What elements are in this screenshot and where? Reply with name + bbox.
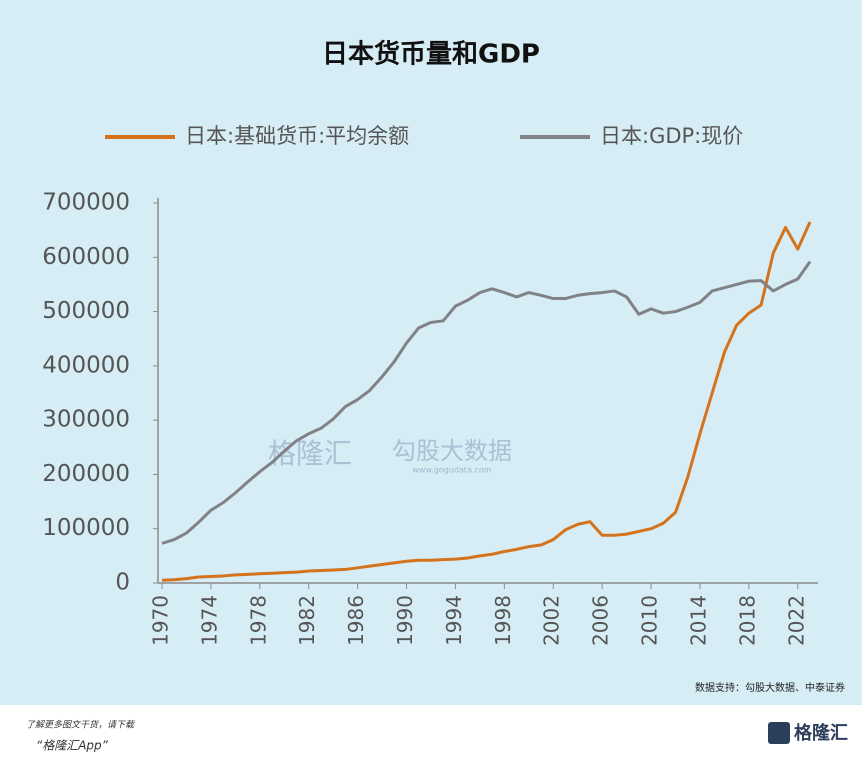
footer-text: 了解更多图文干货，请下载 (26, 720, 135, 731)
x-tick-label: 2006 (589, 595, 613, 646)
x-tick-label: 1982 (295, 595, 319, 646)
y-tick-label: 400000 (42, 352, 130, 378)
y-tick-label: 200000 (42, 461, 130, 487)
x-tick-label: 1986 (344, 595, 368, 646)
y-tick-label: 600000 (42, 244, 130, 270)
chart-title: 日本货币量和GDP (322, 39, 540, 70)
source: 数据支持：勾股大数据、中泰证券 (695, 681, 845, 694)
legend-label: 日本:GDP:现价 (600, 124, 743, 148)
x-tick-label: 2002 (540, 595, 564, 646)
x-tick-label: 1970 (149, 595, 173, 646)
x-tick-label: 1998 (491, 595, 515, 646)
y-tick-label: 500000 (42, 298, 130, 324)
x-tick-label: 1990 (393, 595, 417, 646)
x-tick-label: 2014 (686, 595, 710, 646)
x-tick-label: 2010 (638, 595, 662, 646)
logo-icon (768, 722, 790, 744)
x-tick-label: 2018 (735, 595, 759, 646)
y-tick-label: 100000 (42, 515, 130, 541)
y-tick-label: 0 (115, 570, 130, 596)
series-line (161, 260, 812, 545)
x-tick-label: 1974 (197, 595, 221, 646)
y-tick-label: 300000 (42, 407, 130, 433)
x-tick-label: 2022 (784, 595, 808, 646)
background (0, 0, 862, 705)
watermark: www.gogudata.com (412, 466, 491, 475)
footer-text: “格隆汇App” (36, 739, 109, 753)
x-tick-label: 1978 (246, 595, 270, 646)
watermark: 勾股大数据 (392, 437, 512, 465)
legend-label: 日本:基础货币:平均余额 (185, 124, 409, 148)
series-line (161, 221, 812, 582)
x-tick-label: 1994 (442, 595, 466, 646)
logo: 格隆汇 (794, 722, 848, 744)
y-tick-label: 700000 (42, 190, 130, 216)
